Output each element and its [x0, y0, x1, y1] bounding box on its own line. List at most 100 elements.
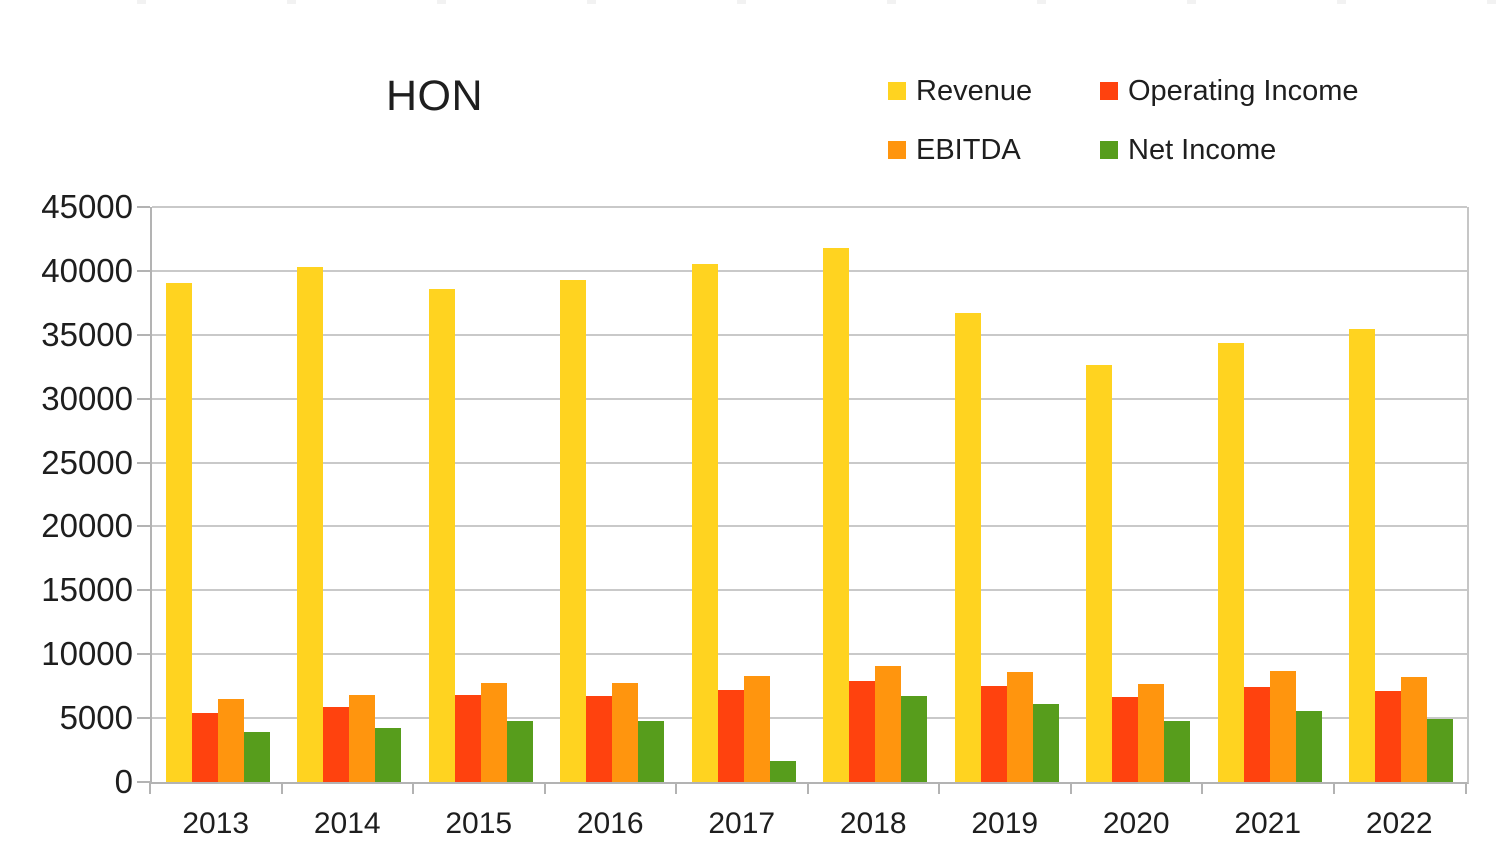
- x-axis-tick-label: 2022: [1365, 807, 1433, 840]
- bar-ebitda: [1006, 672, 1033, 782]
- chart-title: HON: [386, 72, 484, 120]
- legend-label: EBITDA: [916, 134, 1021, 166]
- y-axis-tick-label: 15000: [41, 571, 133, 609]
- bar-operating-income: [1375, 691, 1402, 782]
- x-axis-tick: [938, 783, 940, 794]
- bar-net-income: [1295, 711, 1322, 782]
- bar-revenue: [823, 247, 850, 782]
- x-axis-tick: [149, 783, 151, 794]
- bar-operating-income: [849, 681, 876, 782]
- plot-area: [150, 206, 1469, 784]
- bar-group: [547, 207, 679, 782]
- top-edge-artifact: [1037, 0, 1046, 4]
- bar-ebitda: [217, 698, 244, 782]
- bar-operating-income: [1112, 696, 1139, 782]
- bar-operating-income: [1243, 686, 1270, 782]
- bar-net-income: [1164, 720, 1191, 782]
- legend-swatch-net-income: [1100, 141, 1118, 159]
- x-axis-tick: [675, 783, 677, 794]
- y-axis-tick: [137, 589, 150, 592]
- gridline: [152, 333, 1467, 336]
- y-axis-tick: [137, 333, 150, 336]
- gridline: [152, 525, 1467, 528]
- bar-operating-income: [454, 695, 481, 782]
- gridline: [152, 589, 1467, 592]
- top-edge-artifact: [1487, 0, 1496, 4]
- legend-swatch-operating-income: [1100, 82, 1118, 100]
- bar-group: [941, 207, 1073, 782]
- y-axis-tick-label: 25000: [41, 443, 133, 481]
- x-axis-tick: [806, 783, 809, 794]
- bar-net-income: [375, 727, 402, 782]
- bar-operating-income: [191, 712, 218, 782]
- legend-item: Net Income: [1100, 133, 1276, 167]
- bar-net-income: [1032, 703, 1059, 782]
- bar-group: [415, 207, 547, 782]
- x-axis-tick-label: 2020: [1102, 807, 1170, 840]
- x-axis-tick: [412, 783, 414, 794]
- bar-group: [284, 207, 416, 782]
- legend-label: Net Income: [1128, 134, 1277, 166]
- bar-revenue: [428, 289, 455, 782]
- x-axis-tick-label: 2019: [971, 807, 1039, 840]
- top-edge-artifact: [1337, 0, 1346, 4]
- bar-operating-income: [586, 696, 613, 782]
- top-edge-artifact: [737, 0, 746, 4]
- bar-ebitda: [612, 682, 639, 782]
- bar-group: [1204, 207, 1336, 782]
- bar-net-income: [506, 721, 533, 782]
- x-axis-tick-label: 2021: [1234, 807, 1302, 840]
- top-edge-artifact: [287, 0, 296, 4]
- bar-net-income: [243, 731, 270, 782]
- y-axis-tick: [137, 717, 150, 720]
- bar-revenue: [297, 266, 324, 782]
- y-axis-tick: [137, 653, 150, 656]
- bar-ebitda: [743, 676, 770, 782]
- x-axis-tick-label: 2018: [839, 807, 907, 840]
- top-edge-artifact: [437, 0, 446, 4]
- x-axis-tick: [543, 783, 546, 794]
- x-axis-tick: [1332, 783, 1335, 794]
- bar-ebitda: [875, 666, 902, 782]
- y-axis-tick-label: 30000: [41, 379, 133, 417]
- gridline: [152, 717, 1467, 720]
- x-axis-tick-label: 2016: [576, 807, 644, 840]
- bar-revenue: [954, 312, 981, 782]
- bar-net-income: [901, 695, 928, 782]
- bar-net-income: [769, 760, 796, 782]
- x-axis-tick-label: 2013: [182, 807, 250, 840]
- x-axis-tick: [1201, 783, 1203, 794]
- gridline: [152, 397, 1467, 400]
- x-axis-tick-label: 2014: [313, 807, 381, 840]
- gridline: [152, 461, 1467, 464]
- y-axis-tick-label: 20000: [41, 507, 133, 545]
- bar-revenue: [560, 279, 587, 782]
- bar-group: [152, 207, 284, 782]
- bar-group: [1073, 207, 1205, 782]
- x-axis-tick: [280, 783, 283, 794]
- gridline: [152, 269, 1467, 272]
- x-axis-tick: [1069, 783, 1072, 794]
- bar-revenue: [1349, 328, 1376, 782]
- y-axis-tick: [137, 206, 150, 208]
- y-axis-tick-label: 5000: [59, 699, 133, 737]
- bar-net-income: [638, 720, 665, 782]
- legend-item: Revenue: [888, 74, 1032, 108]
- bar-revenue: [165, 282, 192, 782]
- bar-ebitda: [1269, 671, 1296, 782]
- bar-revenue: [691, 264, 718, 782]
- y-axis-tick: [137, 269, 150, 272]
- legend-item: Operating Income: [1100, 74, 1359, 108]
- y-axis-tick: [137, 781, 150, 783]
- y-axis-tick: [137, 397, 150, 400]
- bar-operating-income: [980, 686, 1007, 782]
- y-axis-tick: [137, 461, 150, 464]
- gridline: [152, 653, 1467, 656]
- y-axis-tick-label: 35000: [41, 315, 133, 353]
- top-edge-artifact: [1187, 0, 1196, 4]
- y-axis-tick-label: 0: [114, 763, 133, 800]
- top-edge-artifact: [587, 0, 596, 4]
- y-axis-tick: [137, 525, 150, 528]
- bar-operating-income: [717, 689, 744, 782]
